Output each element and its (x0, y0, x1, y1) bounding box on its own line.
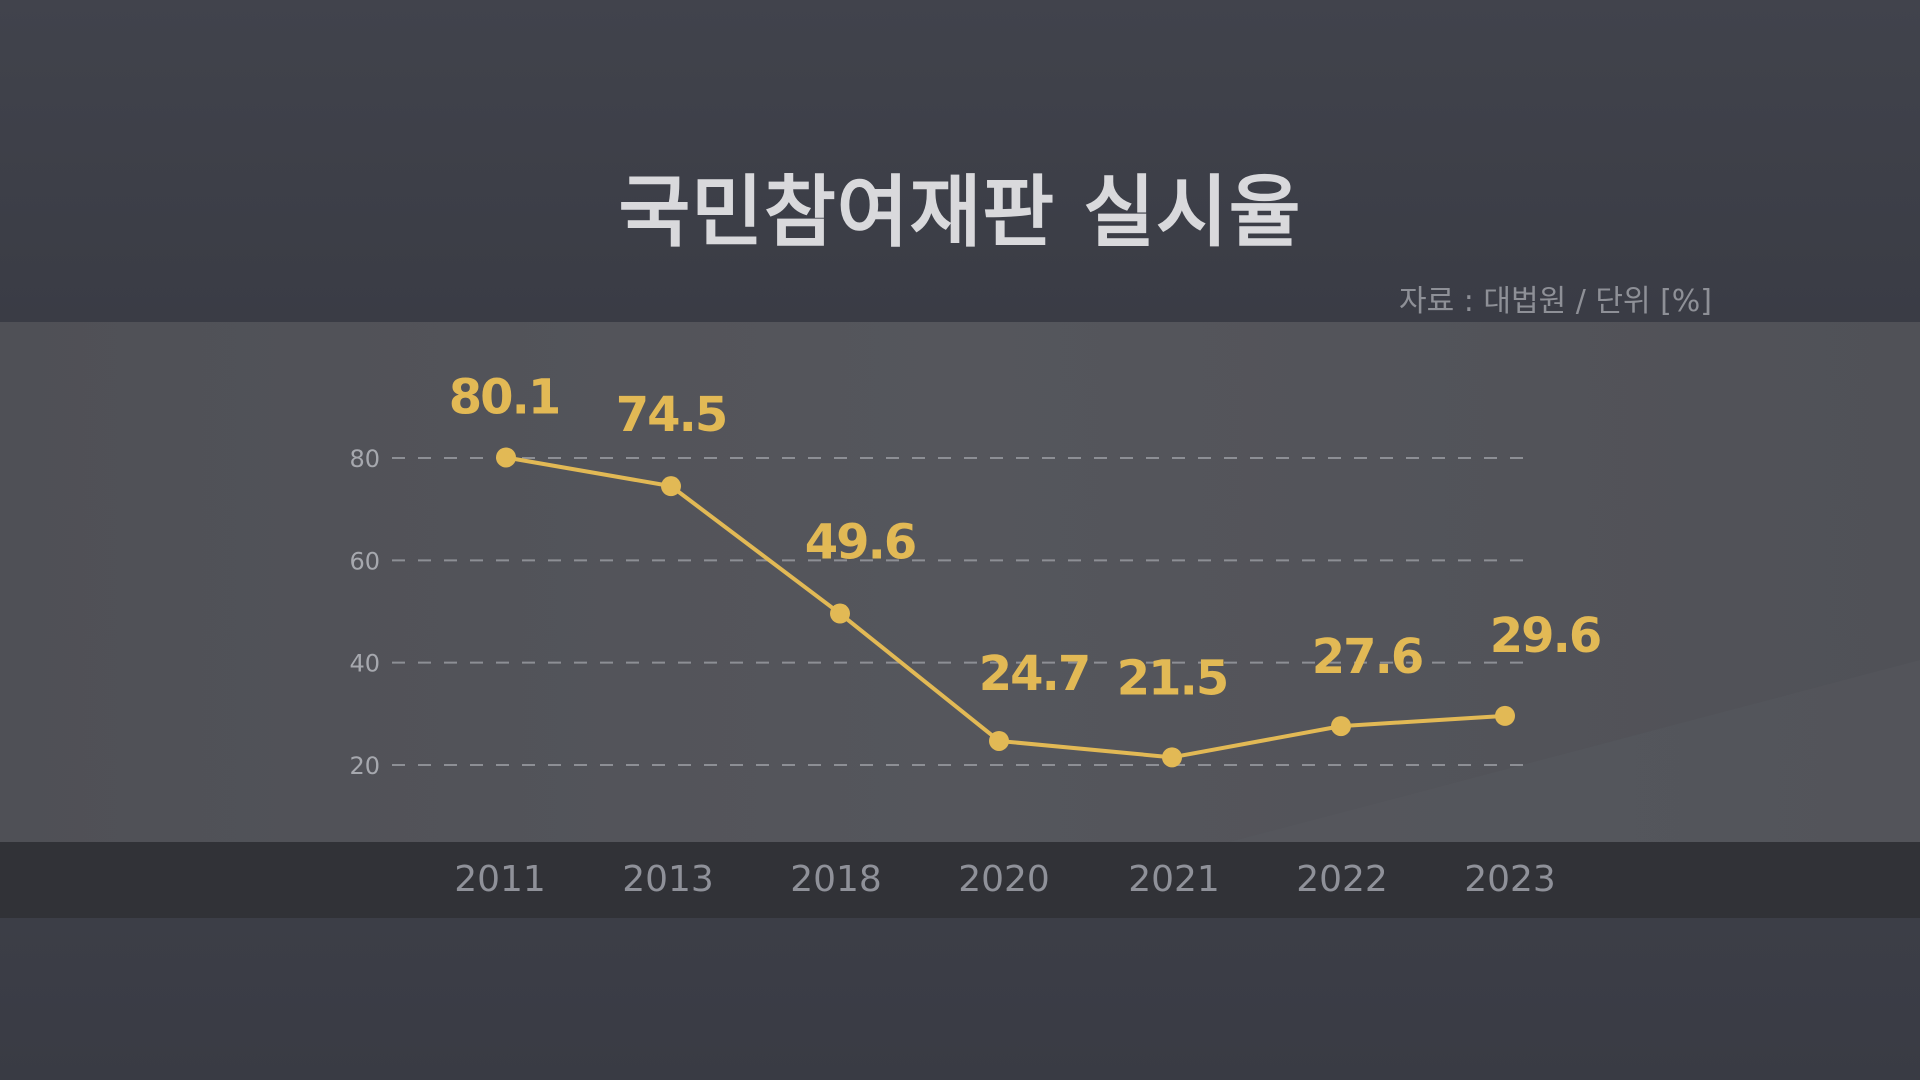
plot-area (0, 322, 1920, 842)
data-label: 49.6 (805, 515, 915, 571)
line-chart: 20 40 60 80 80.1 74.5 49.6 24.7 21.5 27.6 29.6 20… (0, 322, 1920, 900)
chart-title: 국민참여재판 실시율 (618, 168, 1302, 258)
data-point (496, 447, 516, 468)
data-label: 27.6 (1312, 629, 1422, 685)
data-label: 29.6 (1490, 608, 1600, 664)
x-tick-label: 2013 (622, 859, 714, 900)
y-tick-label: 20 (349, 752, 380, 780)
y-tick-label: 60 (349, 547, 380, 575)
x-tick-label: 2011 (454, 859, 546, 900)
data-label: 74.5 (616, 387, 726, 443)
y-tick-label: 80 (349, 445, 380, 473)
x-tick-label: 2020 (958, 859, 1050, 900)
data-label: 24.7 (979, 646, 1089, 702)
x-tick-label: 2021 (1128, 859, 1220, 900)
footer-background (0, 918, 1920, 1080)
x-tick-label: 2023 (1464, 859, 1556, 900)
data-point (830, 603, 850, 624)
x-tick-label: 2022 (1296, 859, 1388, 900)
data-point (1162, 747, 1182, 768)
data-point (1495, 705, 1515, 726)
data-point (661, 476, 681, 497)
data-label: 80.1 (449, 369, 559, 425)
background-shape (1230, 660, 1920, 842)
data-point (989, 730, 1009, 751)
data-point (1331, 716, 1351, 737)
x-tick-label: 2018 (790, 859, 882, 900)
y-tick-label: 40 (349, 650, 380, 678)
source-note: 자료 : 대법원 / 단위 [%] (1398, 284, 1712, 319)
data-label: 21.5 (1117, 650, 1227, 706)
x-axis-band (0, 842, 1920, 918)
header-background (0, 0, 1920, 322)
